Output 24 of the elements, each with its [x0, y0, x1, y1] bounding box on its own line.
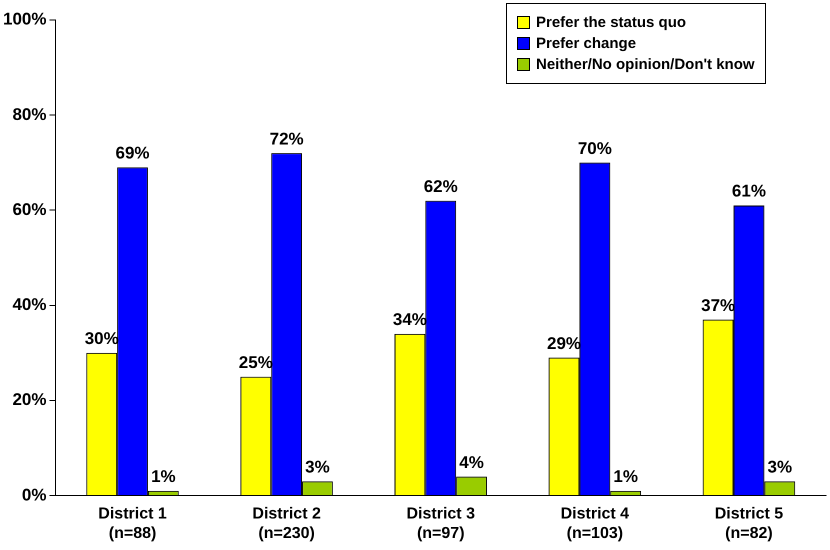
- data-label: 69%: [116, 144, 150, 163]
- x-tick-label: District 5 (n=82): [714, 506, 784, 542]
- x-tick-label: District 2 (n=230): [252, 506, 321, 542]
- data-label: 70%: [578, 138, 612, 158]
- data-label: 4%: [459, 452, 484, 472]
- data-label: 62%: [424, 176, 458, 196]
- data-label: 3%: [767, 458, 792, 477]
- y-tick-label: 40%: [12, 295, 46, 314]
- data-label: 1%: [613, 467, 638, 486]
- x-tick-label: District 1 (n=88): [98, 506, 167, 542]
- data-label: 1%: [151, 467, 176, 486]
- data-label: 61%: [732, 182, 766, 201]
- legend-label: Prefer the status quo: [536, 14, 686, 31]
- y-tick-label: 100%: [2, 10, 46, 29]
- y-tick-label: 20%: [12, 390, 46, 410]
- x-tick-label: District 4 (n=103): [560, 506, 630, 542]
- y-tick-label: 0%: [22, 485, 46, 504]
- data-label: 3%: [305, 458, 330, 477]
- legend-label: Neither/No opinion/Don't know: [536, 56, 755, 73]
- y-tick-label: 60%: [12, 200, 46, 219]
- data-label: 72%: [270, 129, 304, 148]
- legend-label: Prefer change: [536, 35, 636, 52]
- y-tick-label: 80%: [12, 104, 46, 124]
- x-tick-label: District 3 (n=97): [406, 506, 476, 542]
